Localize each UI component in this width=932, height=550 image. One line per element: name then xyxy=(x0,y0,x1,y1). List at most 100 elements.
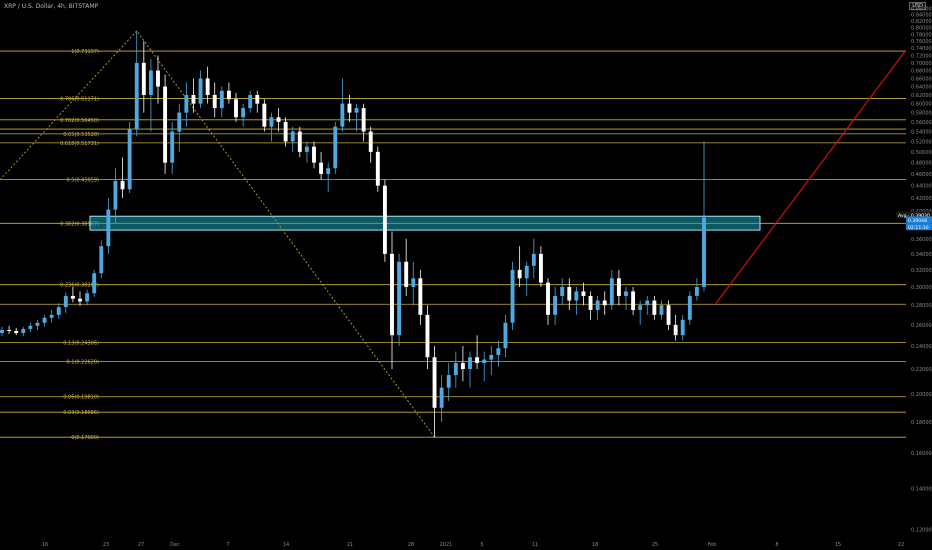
currency-badge[interactable]: USD xyxy=(909,2,926,10)
candle-body xyxy=(404,261,409,287)
price-axis-tick: 0.24000 xyxy=(911,344,932,350)
candle-body xyxy=(694,286,699,296)
candle-body xyxy=(588,295,593,310)
candle-body xyxy=(184,94,189,113)
fib-level-label: 0.5(0.45059) xyxy=(66,177,99,183)
fib-level-label: 0.382(0.38167) xyxy=(60,221,99,227)
candle-body xyxy=(226,90,231,100)
price-axis-tick: 0.20000 xyxy=(911,392,932,398)
candle-body xyxy=(503,322,508,349)
candle-body xyxy=(92,273,97,294)
price-axis-tick: 0.50000 xyxy=(911,150,932,156)
time-axis-tick: 2021 xyxy=(440,542,453,548)
fib-level-label: 1(0.73197) xyxy=(71,49,99,55)
price-axis-tick: 0.52000 xyxy=(911,140,932,146)
candle-body xyxy=(666,305,671,325)
price-axis-tick: 0.28000 xyxy=(911,303,932,309)
candle-body xyxy=(496,348,501,355)
candle-body xyxy=(390,253,394,336)
fib-level-label: 0.236(0.30262) xyxy=(60,283,99,289)
candle-body xyxy=(156,70,160,87)
candle-body xyxy=(482,359,487,364)
price-axis-tick: 0.74000 xyxy=(911,46,932,52)
time-axis-tick: 8 xyxy=(775,542,778,548)
candle-body xyxy=(7,329,12,331)
candle-body xyxy=(198,78,203,104)
price-tag-label: 0.39048 xyxy=(908,218,927,224)
candle-body xyxy=(375,151,380,186)
candle-body xyxy=(141,62,146,95)
candle-body xyxy=(609,278,614,306)
price-axis-tick: 0.44000 xyxy=(911,184,932,190)
time-axis-tick: Feb xyxy=(708,542,717,548)
fib-level-label: 0.05(0.19810) xyxy=(63,395,99,401)
candle-body xyxy=(659,305,664,315)
time-axis-tick: 18 xyxy=(592,542,598,548)
candle-body xyxy=(368,131,373,152)
time-axis-tick: 25 xyxy=(652,542,658,548)
candle-body xyxy=(616,278,621,296)
candle-body xyxy=(361,108,366,132)
candle-body xyxy=(78,298,82,302)
candle-body xyxy=(127,129,132,190)
candle-body xyxy=(581,291,586,296)
price-tag-box xyxy=(906,223,932,231)
candle-body xyxy=(241,108,246,118)
candle-body xyxy=(624,291,628,296)
price-axis-tick: 0.34000 xyxy=(911,252,932,258)
price-tag-label: 02:11:30 xyxy=(908,225,929,231)
candle-body xyxy=(234,99,238,118)
price-axis-tick: 0.48000 xyxy=(911,161,932,167)
fib-level-label: 0.1(0.22620) xyxy=(66,360,99,366)
time-axis-tick: 27 xyxy=(138,542,144,548)
price-axis-tick: 0.30000 xyxy=(911,285,932,291)
candle-body xyxy=(531,253,536,266)
candle-body xyxy=(283,121,288,142)
candle-body xyxy=(411,278,416,287)
support-zone-box xyxy=(89,215,761,231)
candle-body xyxy=(269,117,274,127)
time-axis-tick: 21 xyxy=(347,542,353,548)
fib-level-label: 0(0.17000) xyxy=(71,435,99,441)
candle-body xyxy=(553,295,558,315)
price-axis-tick: 0.46000 xyxy=(911,172,932,178)
price-axis: 0.860000.840000.820000.800000.780000.760… xyxy=(911,6,932,533)
candle-body xyxy=(312,146,316,163)
candle-body xyxy=(148,70,153,95)
candle-body xyxy=(397,261,402,336)
candle-body xyxy=(49,314,54,318)
candle-body xyxy=(687,295,692,320)
candle-body xyxy=(347,103,352,113)
candle-body xyxy=(35,322,40,326)
time-axis-tick: 15 xyxy=(835,542,841,548)
price-axis-tick: 0.78000 xyxy=(911,32,932,38)
trend-lines xyxy=(0,30,907,438)
candle-body xyxy=(652,300,657,315)
time-axis-tick: 23 xyxy=(103,542,109,548)
candle-body xyxy=(14,330,19,334)
candle-body xyxy=(191,94,196,104)
time-axis: 16 23 27 Dec 7 14 21 28 2021 5 11 18 25 Feb 8 15 22 xyxy=(42,542,904,548)
candle-body xyxy=(439,387,444,408)
candle-body xyxy=(28,325,33,329)
candle-body xyxy=(560,286,565,296)
candle-body xyxy=(631,291,636,310)
candle-body xyxy=(120,180,125,190)
candle-body xyxy=(0,329,4,334)
candle-body xyxy=(163,86,168,163)
price-axis-tick: 0.62000 xyxy=(911,93,932,99)
fib-level-label: 0.786(0.61171) xyxy=(60,97,99,103)
price-axis-tick: 0.56000 xyxy=(911,120,932,126)
candle-body xyxy=(432,357,437,408)
candle-body xyxy=(425,314,430,358)
candle-body xyxy=(489,354,494,360)
time-axis-tick: 5 xyxy=(480,542,483,548)
candle-body xyxy=(645,300,650,306)
candle-body xyxy=(326,168,331,174)
candle-body xyxy=(354,108,359,113)
price-axis-tick: 0.14000 xyxy=(911,487,932,493)
candle-body xyxy=(304,146,309,152)
candle-body xyxy=(602,300,607,306)
